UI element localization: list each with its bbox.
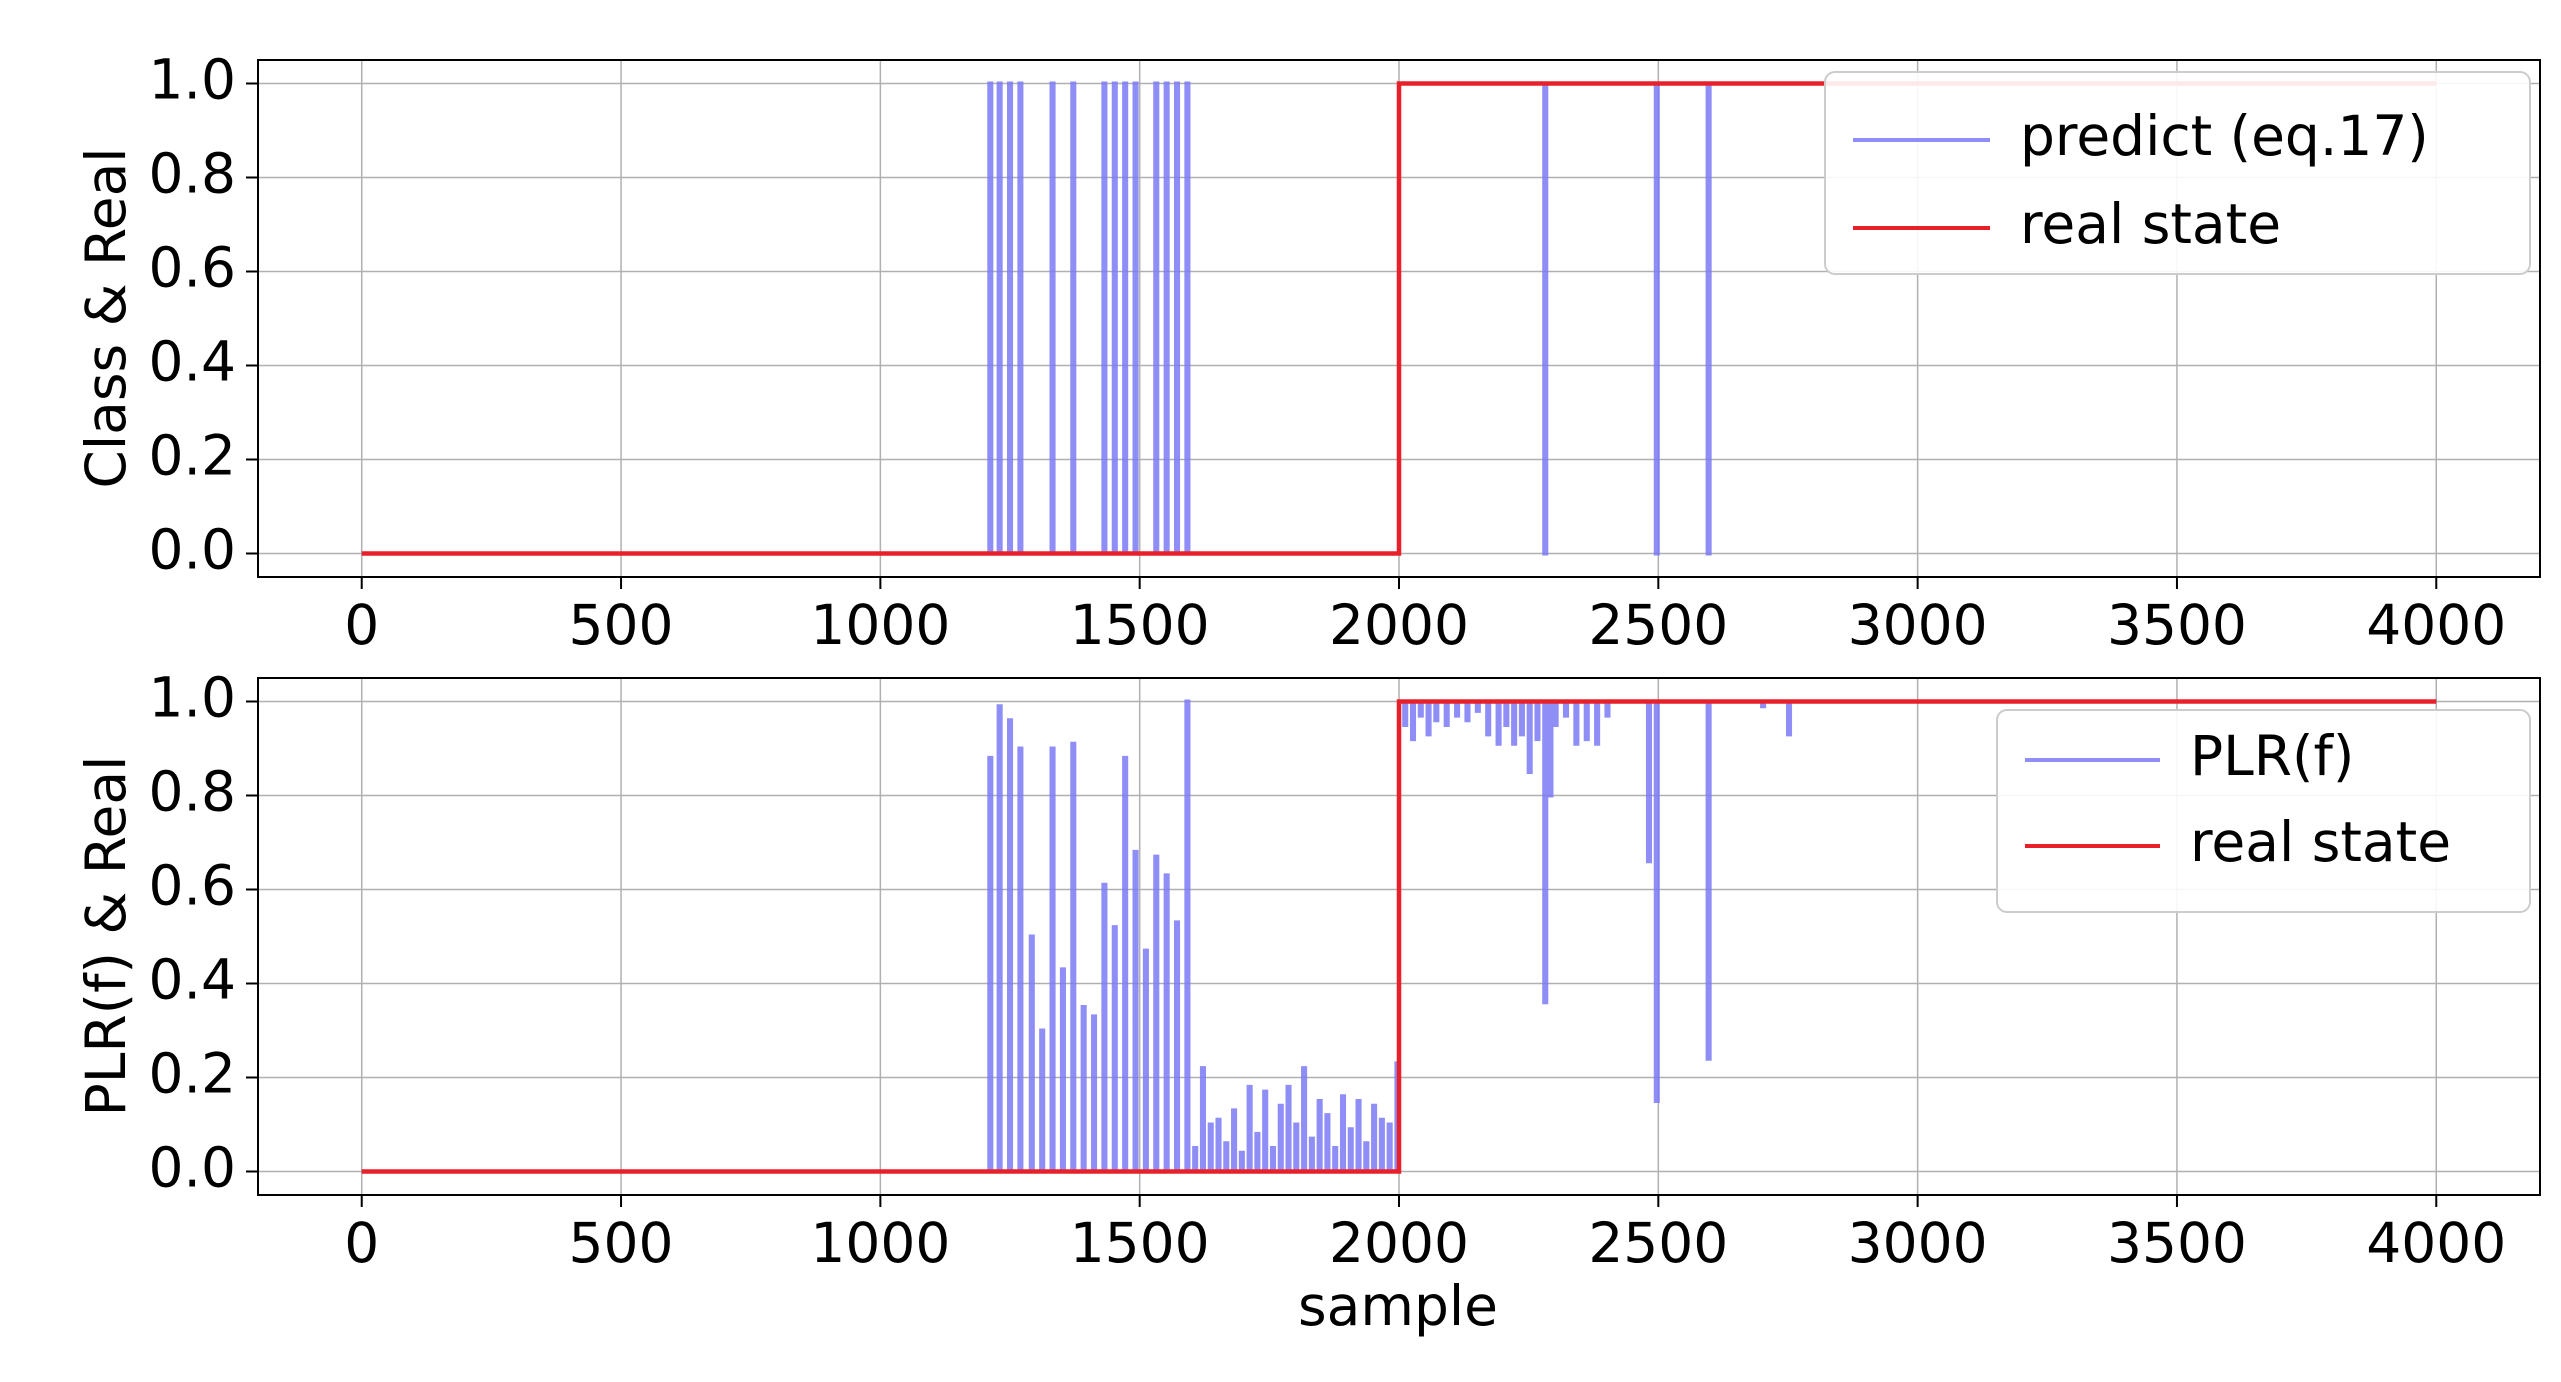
x-tick-label: 3000	[1848, 593, 1988, 657]
series-line-real-state	[361, 699, 2437, 1174]
x-tick-label: 3500	[2107, 593, 2247, 657]
y-tick-label: 0.4	[149, 330, 236, 394]
x-tick-label: 500	[569, 1211, 674, 1275]
x-ticks: 0 500 1000 1500 2000 2500 3000 3500 4000	[344, 577, 2506, 657]
x-tick-label: 2000	[1329, 593, 1469, 657]
x-tick-label: 4000	[2366, 593, 2506, 657]
legend-label-plr: PLR(f)	[2190, 724, 2354, 788]
bottom-subplot: 0 500 1000 1500 2000 2500 3000 3500 4000 0.00.20…	[74, 666, 2541, 1338]
x-tick-label: 0	[344, 1211, 379, 1275]
y-ticks: 0.0 0.2 0.4 0.6 0.8 1.0	[149, 48, 258, 582]
x-tick-label: 0	[344, 593, 379, 657]
x-tick-label: 3500	[2107, 1211, 2247, 1275]
y-tick-label: 0.0	[149, 518, 236, 582]
x-tick-label: 500	[569, 593, 674, 657]
x-ticks: 0 500 1000 1500 2000 2500 3000 3500 4000	[344, 1195, 2506, 1275]
y-axis-label: PLR(f) & Real	[74, 756, 138, 1117]
data-marks	[361, 699, 2437, 1174]
y-ticks: 0.0 0.2 0.4 0.6 0.8 1.0	[149, 666, 258, 1200]
series-line-plr	[361, 699, 2437, 1174]
y-tick-label: 0.2	[149, 1042, 236, 1106]
y-axis-label: Class & Real	[74, 147, 138, 488]
x-tick-label: 2500	[1588, 1211, 1728, 1275]
legend-label-real: real state	[2190, 810, 2451, 874]
y-tick-label: 0.8	[149, 142, 236, 206]
x-tick-label: 2500	[1588, 593, 1728, 657]
x-tick-label: 2000	[1329, 1211, 1469, 1275]
legend[interactable]: PLR(f) real state	[1996, 709, 2531, 913]
x-axis-label: sample	[1298, 1274, 1498, 1338]
x-tick-label: 1000	[810, 1211, 950, 1275]
y-tick-label: 0.0	[149, 1136, 236, 1200]
y-tick-label: 1.0	[149, 666, 236, 730]
y-tick-label: 0.6	[149, 236, 236, 300]
x-tick-label: 3000	[1848, 1211, 1988, 1275]
y-tick-label: 0.6	[149, 854, 236, 918]
x-tick-label: 1000	[810, 593, 950, 657]
top-subplot: 0 500 1000 1500 2000 2500 3000 3500 4000 0.00.20…	[74, 48, 2541, 657]
legend-label-real: real state	[2020, 192, 2281, 256]
x-tick-label: 4000	[2366, 1211, 2506, 1275]
legend-label-predict: predict (eq.17)	[2020, 104, 2429, 168]
x-tick-label: 1500	[1070, 593, 1210, 657]
x-tick-label: 1500	[1070, 1211, 1210, 1275]
legend-box	[1824, 71, 2531, 275]
y-tick-label: 0.8	[149, 760, 236, 824]
y-tick-label: 0.4	[149, 948, 236, 1012]
y-tick-label: 1.0	[149, 48, 236, 112]
series-line-predict	[361, 81, 2437, 556]
legend[interactable]: predict (eq.17) real state	[1824, 71, 2531, 275]
y-tick-label: 0.2	[149, 424, 236, 488]
